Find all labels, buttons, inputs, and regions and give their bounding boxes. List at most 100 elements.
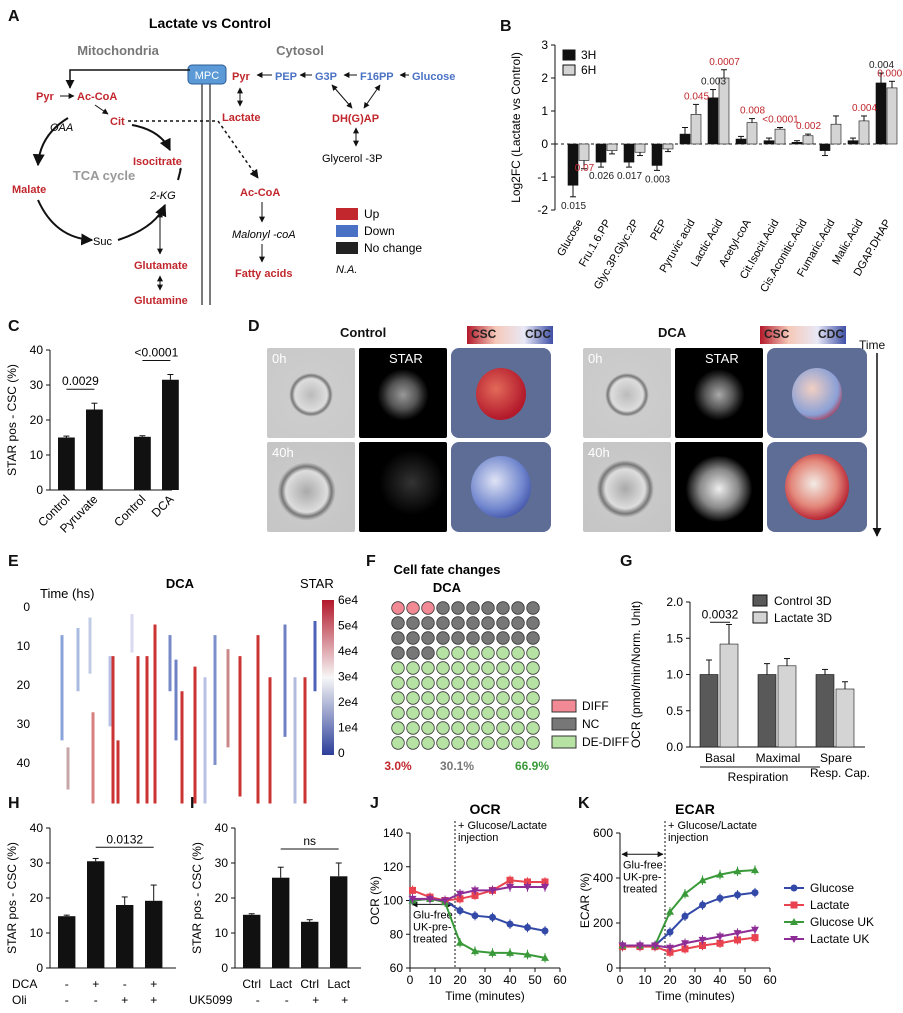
- cell-dot: [406, 676, 420, 690]
- control-star-40h: [359, 442, 447, 532]
- bar-6h: [718, 77, 730, 145]
- cell-dot: [406, 661, 420, 675]
- cell-dot: [451, 616, 465, 630]
- dca-header: DCA: [658, 325, 687, 340]
- y-axis-label: STAR pos - CSC (%): [5, 364, 19, 476]
- x-axis-label: Time (minutes): [445, 989, 525, 1003]
- pyr-cytosol: Pyr: [232, 71, 250, 83]
- cell-dot: [511, 706, 525, 720]
- control-star-0h: STAR: [359, 348, 447, 438]
- cell-dot: [526, 616, 540, 630]
- pyr-mito: Pyr: [36, 91, 54, 103]
- marker: [488, 887, 497, 895]
- cell-dot: [526, 736, 540, 750]
- cell-dot: [391, 676, 405, 690]
- colorbar: [322, 600, 334, 755]
- y-tick-label: 10: [215, 926, 229, 940]
- bar-control: [815, 674, 835, 748]
- y-tick-label: 0: [36, 483, 43, 497]
- cdc-label: CDC: [525, 327, 551, 341]
- marker: [541, 953, 549, 961]
- y-tick-label: 40: [17, 756, 31, 770]
- x-axis-label: Time (minutes): [655, 989, 735, 1003]
- legend-label: 3H: [581, 48, 596, 62]
- chart-b: -2 -1 0 1 2 3 Log2FC (Lactate vs Control) Gluco…: [509, 38, 903, 294]
- cell-dot: [421, 646, 435, 660]
- marker: [441, 897, 449, 905]
- y-tick-label: 1.0: [666, 668, 683, 682]
- glutamate: Glutamate: [134, 260, 188, 272]
- cell-dot: [406, 631, 420, 645]
- chart-g: 0.0 0.5 1.0 1.5 2.0 OCR (pmol/min/Norm. Unit)…: [629, 594, 870, 784]
- cell-dot: [466, 691, 480, 705]
- cell-dot: [406, 646, 420, 660]
- row-label: UK5099: [189, 993, 233, 1007]
- control-header: Control: [340, 325, 387, 340]
- marker: [698, 876, 707, 884]
- y-tick-label: 80: [390, 927, 404, 941]
- chart-i: 0 10 20 30 40 STAR pos - CSC (%) Ctrl Lact Ctrl L…: [189, 821, 361, 1007]
- marker: [733, 867, 742, 875]
- malonyl-coa: Malonyl -coA: [232, 229, 296, 241]
- control-brightfield-40h: 40h: [267, 442, 355, 532]
- y-tick-label: 140: [383, 826, 403, 840]
- y-axis-label: STAR pos - CSC (%): [5, 842, 19, 954]
- cell-dot: [496, 706, 510, 720]
- legend-swatch: [562, 64, 576, 76]
- cell-dot: [496, 721, 510, 735]
- cell-dot: [466, 676, 480, 690]
- cdc-label-2: CDC: [818, 327, 844, 341]
- pretreat-annotation: Glu-free: [413, 909, 453, 921]
- significance-label: <0.0001: [135, 346, 179, 360]
- bar: [116, 905, 134, 968]
- x-tick-label: 20: [663, 973, 677, 987]
- panel-label-i: I: [190, 795, 195, 812]
- control-brightfield-0h: 0h: [267, 348, 355, 438]
- row-sign: -: [65, 977, 69, 991]
- significance-label: 0.0032: [702, 607, 739, 621]
- time-label: Time: [859, 338, 886, 352]
- x-tick-label: Ctrl: [300, 977, 319, 991]
- cell-dot: [421, 631, 435, 645]
- dhgap: DH(G)AP: [332, 113, 379, 125]
- marker: [523, 950, 532, 958]
- p-value: 0.003: [645, 174, 670, 185]
- marker: [471, 947, 479, 955]
- p-value: 0.003: [701, 77, 726, 88]
- chart-title: ECAR: [675, 801, 715, 817]
- marker: [541, 878, 549, 886]
- cell-dot: [466, 736, 480, 750]
- malate: Malate: [12, 184, 46, 196]
- bar: [272, 877, 290, 968]
- x-tick-label: Lact: [269, 977, 292, 991]
- legend-label-2: No change: [364, 241, 422, 255]
- x-tick-label: 30: [688, 973, 702, 987]
- cell-dot: [391, 616, 405, 630]
- cell-dot: [421, 736, 435, 750]
- cell-dot: [466, 601, 480, 615]
- x-tick-label: 20: [453, 973, 467, 987]
- cell-dot: [511, 676, 525, 690]
- accoa-mito: Ac-CoA: [77, 91, 117, 103]
- cell-dot: [451, 661, 465, 675]
- cell-dot: [436, 721, 450, 735]
- marker: [666, 928, 674, 936]
- cell-dot: [526, 601, 540, 615]
- panel-label-d: D: [248, 318, 260, 335]
- bar-6h: [578, 143, 590, 161]
- y-tick-label: 0: [541, 137, 548, 151]
- row-sign: +: [312, 993, 319, 1007]
- p-value: 0.004: [869, 60, 894, 71]
- y-tick-label: 120: [383, 860, 403, 874]
- dca-segmentation-0h: [767, 348, 867, 438]
- injection-annotation: injection: [458, 832, 498, 844]
- cell-dot: [436, 736, 450, 750]
- y-tick-label: -2: [537, 203, 548, 217]
- y-tick-label: 600: [593, 826, 613, 840]
- legend-label: Lactate UK: [810, 932, 869, 946]
- panel-label-h: H: [8, 795, 20, 812]
- csc-cdc-colorbar: [467, 326, 553, 344]
- marker: [699, 901, 706, 909]
- cell-dot: [436, 646, 450, 660]
- y-tick-label: 1: [541, 104, 548, 118]
